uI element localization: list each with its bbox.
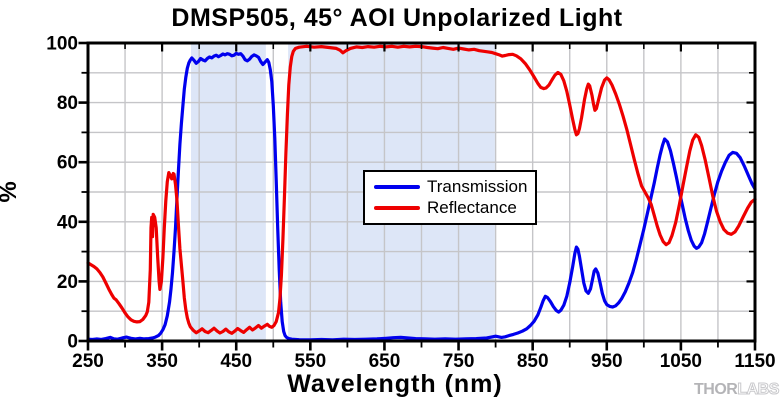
svg-text:40: 40: [57, 212, 78, 233]
svg-text:60: 60: [57, 153, 78, 174]
plot-frame: [86, 41, 757, 343]
y-tick-labels: 0 20 40 60 80 100: [46, 34, 78, 353]
svg-text:650: 650: [369, 351, 401, 372]
svg-text:250: 250: [72, 351, 104, 372]
svg-text:80: 80: [57, 93, 78, 114]
thorlabs-logo-labs: LABS: [737, 381, 780, 399]
axis-ticks: [78, 41, 757, 351]
legend-item-transmission: Transmission: [374, 177, 531, 197]
legend-label-reflectance: Reflectance: [427, 198, 517, 218]
svg-text:550: 550: [294, 351, 326, 372]
chart-title: DMSP505, 45° AOI Unpolarized Light: [171, 4, 623, 32]
x-axis-label: Wavelength (nm): [287, 370, 503, 398]
thorlabs-logo-thor: THOR: [694, 381, 738, 398]
svg-text:950: 950: [591, 351, 623, 372]
legend: Transmission Reflectance: [363, 170, 537, 225]
curve-transmission: [86, 51, 757, 342]
svg-text:1050: 1050: [660, 351, 702, 372]
legend-label-transmission: Transmission: [427, 176, 528, 196]
svg-text:100: 100: [46, 34, 78, 55]
svg-text:450: 450: [220, 351, 252, 372]
transmission-line-swatch: [374, 184, 420, 189]
svg-text:850: 850: [517, 351, 549, 372]
svg-text:0: 0: [67, 332, 78, 353]
svg-text:350: 350: [146, 351, 178, 372]
thorlabs-logo: THORLABS: [694, 381, 780, 399]
svg-text:20: 20: [57, 272, 78, 293]
x-tick-labels: 250 350 450 550 650 750 850 950 1050 1150: [72, 351, 775, 372]
legend-item-reflectance: Reflectance: [374, 198, 531, 218]
svg-text:750: 750: [443, 351, 475, 372]
svg-text:1150: 1150: [734, 351, 775, 372]
reflectance-line-swatch: [374, 206, 420, 211]
curve-reflectance: [86, 44, 757, 335]
